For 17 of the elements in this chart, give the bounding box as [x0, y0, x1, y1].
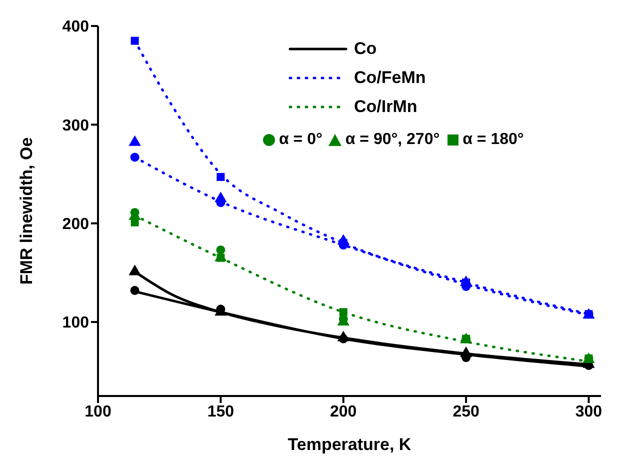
x-tick-label: 300 — [575, 403, 602, 420]
legend-label: α = 0° — [279, 131, 322, 149]
legend-label: α = 90°, 270° — [345, 131, 440, 149]
legend-label: Co — [354, 38, 377, 58]
legend-label: α = 180° — [462, 131, 524, 149]
x-tick-label: 250 — [452, 403, 480, 420]
x-tick-label: 200 — [330, 403, 357, 420]
y-axis-title: FMR linewidth, Oe — [17, 137, 36, 285]
x-axis-title: Temperature, K — [288, 435, 412, 454]
y-tick-label: 300 — [62, 117, 90, 134]
y-tick-label: 400 — [62, 18, 90, 36]
x-tick-label: 100 — [84, 403, 112, 420]
x-tick-label: 150 — [207, 403, 234, 420]
legend-label: Co/FeMn — [354, 68, 426, 88]
y-tick-label: 200 — [62, 216, 90, 234]
legend-label: Co/IrMn — [354, 96, 418, 116]
y-tick-label: 100 — [62, 314, 90, 332]
